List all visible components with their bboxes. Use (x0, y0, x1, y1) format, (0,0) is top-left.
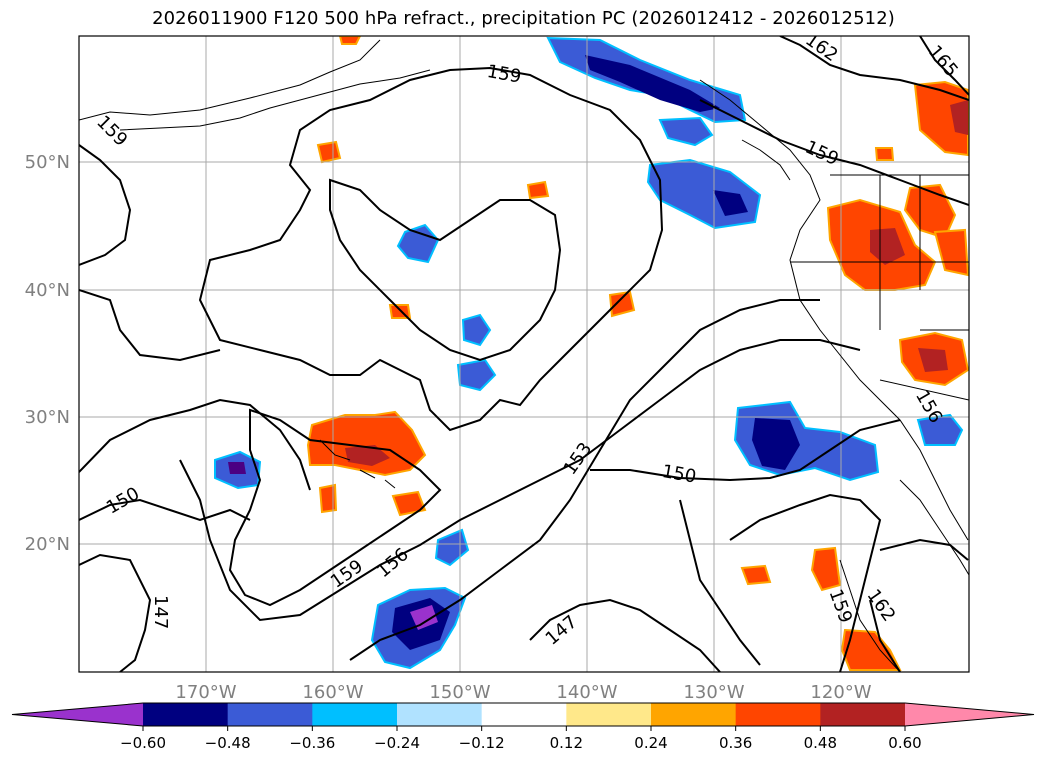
gridlines (79, 36, 969, 672)
precip-warm-mid-6 (391, 490, 427, 517)
contour-159-inner (329, 178, 562, 362)
lon-label: 150°W (429, 682, 490, 703)
colorbar-tick-label: −0.24 (374, 734, 420, 752)
lon-label: 120°W (810, 682, 871, 703)
contour-147-south (529, 598, 721, 672)
colorbar-segment (481, 703, 567, 726)
lon-label: 160°W (302, 682, 363, 703)
contour-east-loop (679, 499, 761, 666)
coastline-aleutians (119, 69, 431, 131)
lat-label: 50°N (25, 152, 70, 173)
precip-cold-offshore-pnw-core (713, 190, 748, 216)
lon-label: 140°W (556, 682, 617, 703)
coastline-mexico (899, 479, 969, 576)
contour-150-mid (79, 398, 311, 491)
precip-warm-hawaii-north (306, 410, 427, 477)
precip-cold-mid-pacific-2 (461, 313, 492, 347)
colorbar-tick-label: 0.60 (888, 734, 921, 752)
colorbar-tick-label: −0.12 (459, 734, 505, 752)
precip-cold-alaska-core (585, 55, 720, 112)
contour-162-ne (779, 36, 969, 101)
precip-cold-south-2-inner (410, 605, 438, 630)
precip-cold-vancouver (658, 116, 714, 147)
coastline-hawaii (319, 439, 396, 489)
precip-cold-mid-pacific-1 (396, 223, 440, 264)
colorbar-segment (735, 703, 821, 726)
colorbar-segment (143, 703, 229, 726)
contour-156-south (179, 339, 861, 622)
precip-warm-hawaii-north-core (345, 445, 390, 466)
contour-162-east (869, 538, 969, 672)
precip-warm-nevada (933, 228, 969, 277)
precip-warm-mexico (840, 628, 902, 671)
contour-150-west (79, 498, 251, 522)
colorbar-segment (566, 703, 652, 726)
precip-warm-small-1 (874, 147, 895, 161)
lat-label: 30°N (25, 407, 70, 428)
lon-label: 170°W (175, 682, 236, 703)
coastline-alaska (79, 39, 381, 121)
colorbar: −0.60 −0.48 −0.36 −0.24 −0.12 0.12 0.24 0.36 0.4… (11, 702, 1035, 752)
coastline-baja (839, 559, 901, 672)
colorbar-tick-label: −0.60 (120, 734, 166, 752)
contour-label: 147 (150, 595, 171, 629)
precip-positive-areas (306, 36, 969, 671)
lon-label: 130°W (683, 682, 744, 703)
latitude-labels: 20°N 30°N 40°N 50°N (25, 152, 70, 555)
precip-warm-baja (810, 546, 842, 592)
precip-cold-east-pacific-core (752, 418, 800, 470)
contour-153 (349, 299, 820, 661)
precip-warm-ca-core (918, 348, 948, 372)
precip-cold-hawaii-west-core (228, 462, 246, 474)
colorbar-segment (651, 703, 737, 726)
contour-west-2 (79, 289, 221, 362)
colorbar-tick-label: 0.48 (804, 734, 837, 752)
lat-label: 20°N (25, 534, 70, 555)
precip-warm-bc-core (950, 100, 968, 135)
coastline-canada-islands (741, 139, 791, 181)
contour-159-east (729, 493, 882, 672)
longitude-labels: 170°W 160°W 150°W 140°W 130°W 120°W (175, 682, 871, 703)
contour-159-south (228, 408, 442, 607)
precip-warm-gulf (740, 564, 772, 586)
coastlines (79, 39, 969, 672)
colorbar-tick-label: 0.36 (719, 734, 752, 752)
precip-warm-mid-5 (318, 483, 338, 514)
colorbar-segment (312, 703, 398, 726)
colorbar-tick-label: 0.24 (634, 734, 667, 752)
contour-147-west (79, 553, 152, 672)
precip-negative-areas (214, 36, 964, 670)
precip-warm-mid-1 (316, 140, 342, 164)
colorbar-tick-label: −0.36 (289, 734, 335, 752)
lat-label: 40°N (25, 280, 70, 301)
colorbar-tick-label: −0.48 (205, 734, 251, 752)
colorbar-tick-label: 0.12 (550, 734, 583, 752)
contour-150-east (590, 419, 901, 482)
height-contours (79, 36, 969, 672)
precip-cold-socal (916, 413, 964, 446)
figure-title: 2026011900 F120 500 hPa refract., precip… (152, 8, 895, 29)
contour-159-ne (699, 99, 969, 206)
map-frame (78, 35, 970, 673)
contour-165-ne (919, 36, 969, 96)
colorbar-extend-low (12, 703, 143, 726)
colorbar-segment (227, 703, 313, 726)
colorbar-segment (397, 703, 483, 726)
coastline-bc (699, 79, 969, 541)
precip-warm-mid-2 (526, 180, 550, 200)
colorbar-segment (820, 703, 906, 726)
contour-west-1 (79, 144, 132, 266)
precip-warm-small-2 (338, 36, 362, 45)
precip-warm-bc-coast (913, 80, 969, 157)
colorbar-extend-high (905, 703, 1034, 726)
contour-159-north (198, 66, 664, 432)
precip-warm-pnw-core (870, 228, 905, 265)
border-states (790, 175, 969, 401)
